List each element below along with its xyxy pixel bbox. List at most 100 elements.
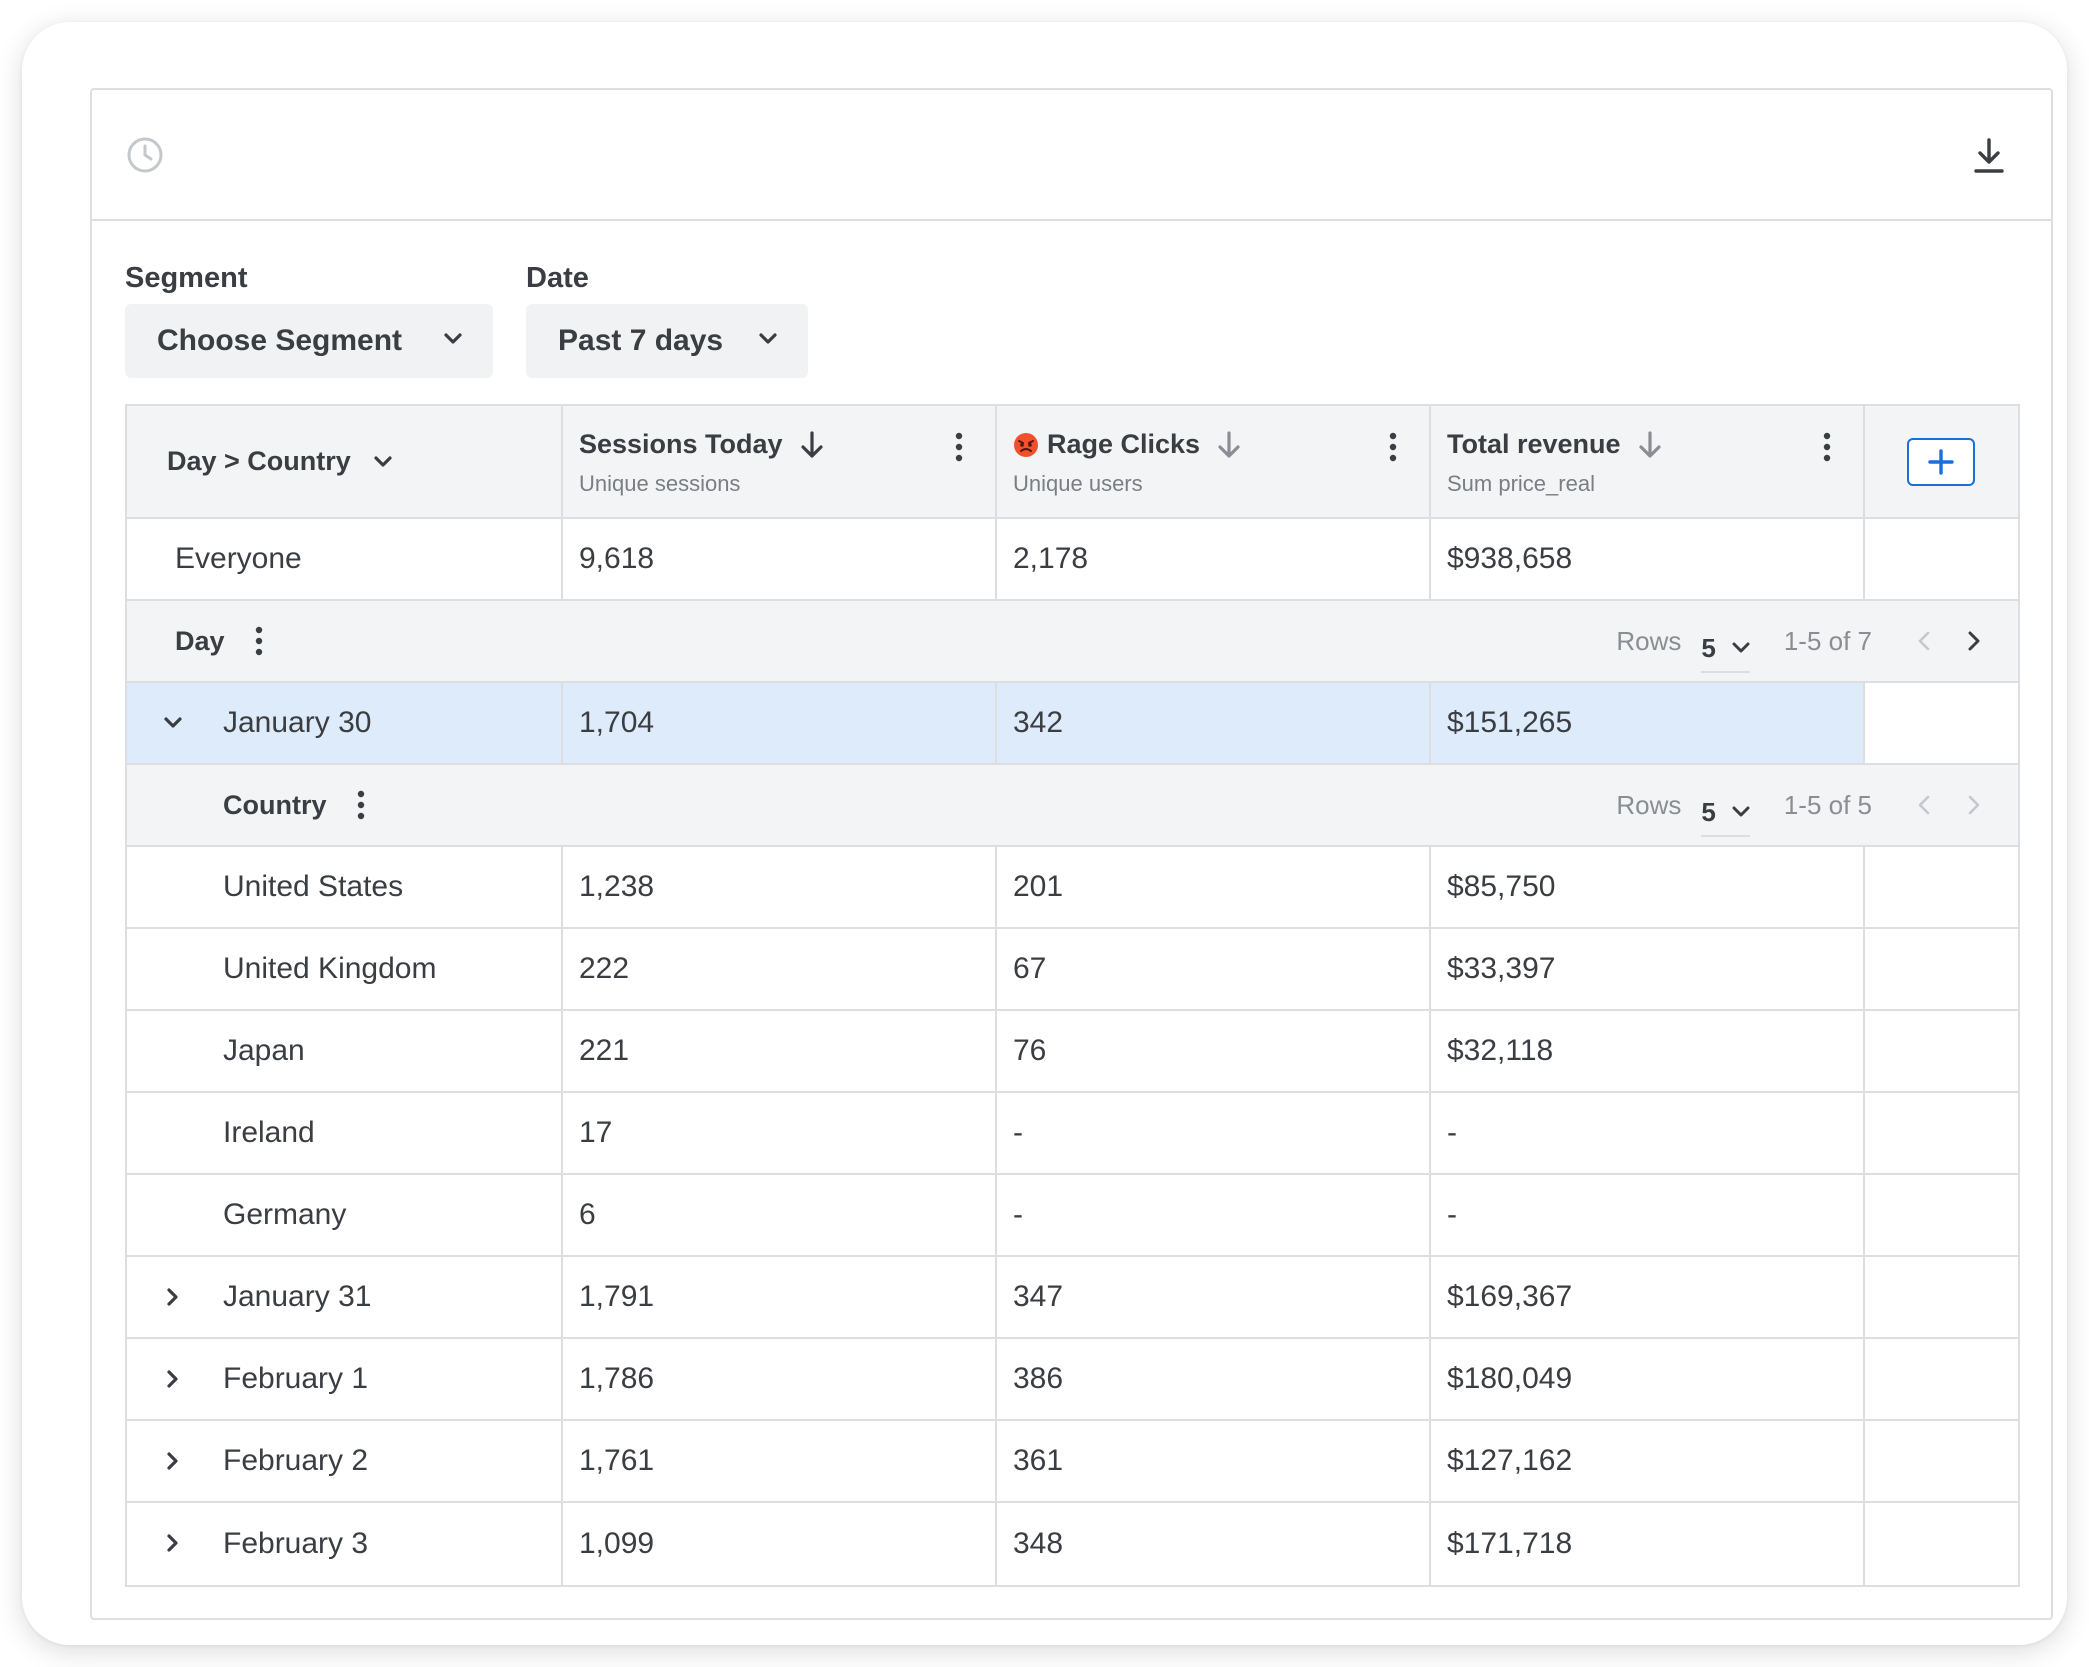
cell-sessions: 1,704 <box>563 683 997 763</box>
group-label-text: Country <box>223 789 327 820</box>
segment-filter: Segment Choose Segment <box>125 258 493 378</box>
chevron-right-icon[interactable] <box>163 1287 183 1307</box>
chevron-right-icon[interactable] <box>1966 794 1982 816</box>
table-header-row: Day > Country Sessions Today Unique sess… <box>127 406 2018 519</box>
cell-empty <box>1865 1503 2018 1585</box>
segment-dropdown[interactable]: Choose Segment <box>125 304 493 378</box>
row-label: Japan <box>127 1011 563 1091</box>
row-label-cell: January 31 <box>127 1257 563 1337</box>
column-header-revenue[interactable]: Total revenue Sum price_real <box>1431 406 1865 517</box>
chevron-right-icon[interactable] <box>163 1451 183 1471</box>
segment-label: Segment <box>125 262 248 294</box>
column-subtitle: Unique users <box>1013 470 1143 496</box>
column-title: Rage Clicks <box>1047 429 1201 459</box>
chevron-right-icon[interactable] <box>1966 630 1982 652</box>
cell-revenue: $180,049 <box>1431 1339 1865 1419</box>
table-row-country[interactable]: Germany 6 - - <box>127 1175 2018 1257</box>
chevron-down-icon <box>374 455 392 467</box>
more-vertical-icon[interactable] <box>357 790 365 820</box>
table-row-day-expanded[interactable]: January 30 1,704 342 $151,265 <box>127 683 2018 765</box>
group-bar-day: Day Rows 5 1-5 of 7 <box>127 601 2018 683</box>
chevron-right-icon[interactable] <box>163 1533 183 1553</box>
group-label-text: Day <box>175 625 225 656</box>
table-row-country[interactable]: Ireland 17 - - <box>127 1093 2018 1175</box>
table-row-country[interactable]: United States 1,238 201 $85,750 <box>127 847 2018 929</box>
cell-empty <box>1865 683 2018 763</box>
rows-label: Rows <box>1616 789 1682 820</box>
cell-sessions: 9,618 <box>563 519 997 599</box>
row-label: Everyone <box>127 519 563 599</box>
rows-value: 5 <box>1701 796 1716 827</box>
cell-sessions: 6 <box>563 1175 997 1255</box>
rows-per-page-select[interactable]: 5 <box>1701 629 1750 673</box>
cell-revenue: $938,658 <box>1431 519 1865 599</box>
download-icon[interactable] <box>1971 136 2007 176</box>
row-label: United Kingdom <box>127 929 563 1009</box>
cell-rage-clicks: 342 <box>997 683 1431 763</box>
sort-desc-icon[interactable] <box>1637 430 1663 460</box>
cell-sessions: 17 <box>563 1093 997 1173</box>
rows-value: 5 <box>1701 632 1716 663</box>
cell-revenue: $127,162 <box>1431 1421 1865 1501</box>
column-header-sessions[interactable]: Sessions Today Unique sessions <box>563 406 997 517</box>
row-label: January 30 <box>223 706 372 739</box>
date-filter: Date Past 7 days <box>526 258 808 378</box>
cell-revenue: $171,718 <box>1431 1503 1865 1585</box>
cell-revenue: - <box>1431 1175 1865 1255</box>
group-bar-country: Country Rows 5 1-5 of 5 <box>127 765 2018 847</box>
row-label: February 2 <box>223 1444 369 1477</box>
rows-label: Rows <box>1616 625 1682 656</box>
table-row-day[interactable]: February 3 1,099 348 $171,718 <box>127 1503 2018 1585</box>
chevron-left-icon[interactable] <box>1916 630 1932 652</box>
row-label: Ireland <box>127 1093 563 1173</box>
cell-revenue: $151,265 <box>1431 683 1865 763</box>
plus-icon <box>1928 449 1954 475</box>
chevron-left-icon[interactable] <box>1916 794 1932 816</box>
cell-empty <box>1865 929 2018 1009</box>
add-column-button[interactable] <box>1907 438 1975 486</box>
cell-rage-clicks: 2,178 <box>997 519 1431 599</box>
table-row-day[interactable]: February 2 1,761 361 $127,162 <box>127 1421 2018 1503</box>
row-label: January 31 <box>223 1280 372 1313</box>
rows-per-page-select[interactable]: 5 <box>1701 793 1750 837</box>
cell-rage-clicks: 76 <box>997 1011 1431 1091</box>
table-row-day[interactable]: February 1 1,786 386 $180,049 <box>127 1339 2018 1421</box>
column-subtitle: Sum price_real <box>1447 470 1595 496</box>
group-label-day: Day <box>175 601 263 681</box>
sort-desc-icon[interactable] <box>1216 430 1242 460</box>
chevron-down-icon[interactable] <box>163 713 183 733</box>
table-row-country[interactable]: United Kingdom 222 67 $33,397 <box>127 929 2018 1011</box>
table-row-day[interactable]: January 31 1,791 347 $169,367 <box>127 1257 2018 1339</box>
cell-rage-clicks: 67 <box>997 929 1431 1009</box>
cell-sessions: 1,238 <box>563 847 997 927</box>
date-value: Past 7 days <box>558 324 724 357</box>
row-label-cell: February 1 <box>127 1339 563 1419</box>
cell-empty <box>1865 1421 2018 1501</box>
cell-rage-clicks: 386 <box>997 1339 1431 1419</box>
more-vertical-icon[interactable] <box>1823 432 1831 462</box>
cell-empty <box>1865 519 2018 599</box>
group-by-dropdown[interactable]: Day > Country <box>167 446 393 477</box>
cell-revenue: - <box>1431 1093 1865 1173</box>
table-row-country[interactable]: Japan 221 76 $32,118 <box>127 1011 2018 1093</box>
more-vertical-icon[interactable] <box>955 432 963 462</box>
panel-header <box>92 90 2051 221</box>
row-label-cell: January 30 <box>127 683 563 763</box>
clock-icon[interactable] <box>126 136 164 174</box>
column-title: Total revenue <box>1447 429 1621 459</box>
date-dropdown[interactable]: Past 7 days <box>526 304 808 378</box>
chevron-right-icon[interactable] <box>163 1369 183 1389</box>
more-vertical-icon[interactable] <box>255 626 263 656</box>
report-card: Segment Choose Segment Date Past 7 days <box>22 22 2067 1645</box>
chevron-down-icon <box>1732 642 1750 653</box>
group-by-header: Day > Country <box>127 406 563 517</box>
cell-sessions: 1,791 <box>563 1257 997 1337</box>
sort-desc-icon[interactable] <box>799 430 825 460</box>
column-header-rage-clicks[interactable]: Rage Clicks Unique users <box>997 406 1431 517</box>
row-label: February 1 <box>223 1362 369 1395</box>
segment-value: Choose Segment <box>157 324 403 357</box>
cell-empty <box>1865 1175 2018 1255</box>
column-subtitle: Unique sessions <box>579 470 741 496</box>
add-column-cell <box>1865 406 2018 517</box>
more-vertical-icon[interactable] <box>1389 432 1397 462</box>
